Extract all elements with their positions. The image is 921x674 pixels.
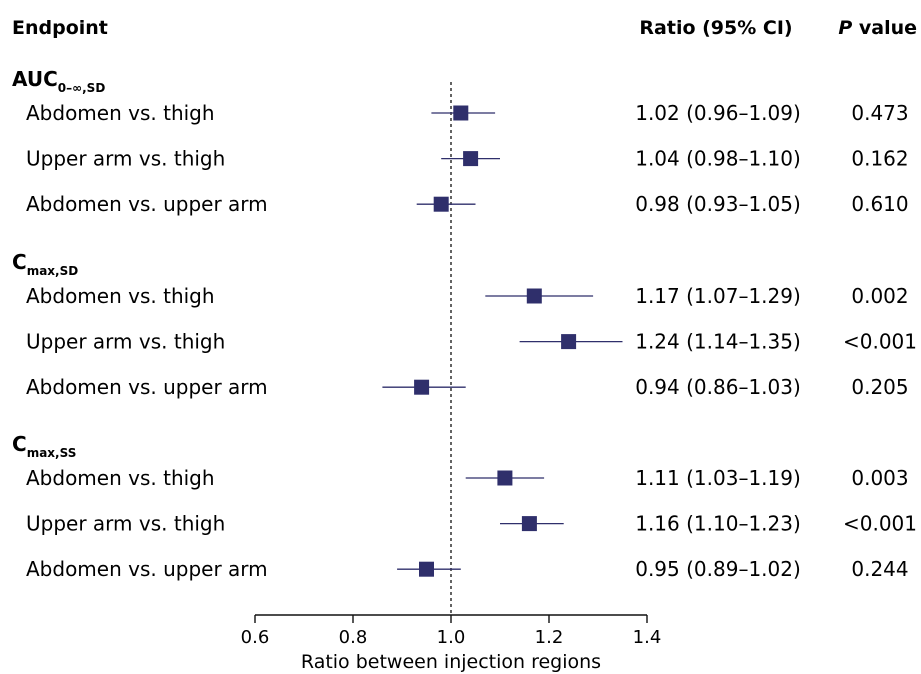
ci-value: 1.17 (1.07–1.29) xyxy=(635,284,801,308)
p-value: <0.001 xyxy=(843,512,917,536)
p-value: <0.001 xyxy=(843,330,917,354)
x-tick-label: 1.4 xyxy=(633,627,662,648)
ratio-marker xyxy=(561,334,577,350)
row-label: Upper arm vs. thigh xyxy=(26,330,225,354)
ci-value: 0.98 (0.93–1.05) xyxy=(635,192,801,216)
group-label-main: AUC xyxy=(12,67,58,91)
x-axis: 0.6 0.8 1.0 1.2 1.4 xyxy=(241,614,662,648)
ci-value: 1.16 (1.10–1.23) xyxy=(635,512,801,536)
p-value: 0.473 xyxy=(851,101,908,125)
forest-rows: AUC0–∞,SD Abdomen vs. thigh 1.02 (0.96–1.0… xyxy=(12,67,917,615)
row-label: Abdomen vs. upper arm xyxy=(26,375,268,399)
group-label-subscript: 0–∞,SD xyxy=(58,81,106,95)
p-value-header-rest: value xyxy=(852,17,917,39)
ci-value: 1.04 (0.98–1.10) xyxy=(635,147,801,171)
ci-value: 0.95 (0.89–1.02) xyxy=(635,557,801,581)
group-label: Cmax,SD xyxy=(12,250,78,278)
group-label: AUC0–∞,SD xyxy=(12,67,105,95)
p-value-header-italic: P xyxy=(838,17,852,39)
group-label: Cmax,SS xyxy=(12,432,76,460)
x-tick-label: 1.0 xyxy=(437,627,466,648)
ratio-marker xyxy=(453,105,469,121)
row-label: Abdomen vs. upper arm xyxy=(26,192,268,216)
p-value: 0.002 xyxy=(851,284,908,308)
p-value: 0.003 xyxy=(851,466,908,490)
ci-value: 1.11 (1.03–1.19) xyxy=(635,466,801,490)
ratio-ci-header: Ratio (95% CI) xyxy=(639,17,792,39)
row-label: Abdomen vs. thigh xyxy=(26,466,215,490)
p-value-header: P value xyxy=(838,17,917,39)
ratio-marker xyxy=(433,196,449,212)
ratio-marker xyxy=(526,288,542,304)
ratio-marker xyxy=(521,516,537,532)
group-label-main: C xyxy=(12,432,27,456)
x-axis-title: Ratio between injection regions xyxy=(301,651,601,673)
ratio-marker xyxy=(414,379,430,395)
row-label: Upper arm vs. thigh xyxy=(26,147,225,171)
group-label-subscript: max,SS xyxy=(27,446,77,460)
p-value: 0.162 xyxy=(851,147,908,171)
ci-value: 1.02 (0.96–1.09) xyxy=(635,101,801,125)
row-label: Abdomen vs. thigh xyxy=(26,101,215,125)
endpoint-header: Endpoint xyxy=(12,17,108,39)
ci-value: 1.24 (1.14–1.35) xyxy=(635,330,801,354)
p-value: 0.205 xyxy=(851,375,908,399)
row-label: Abdomen vs. upper arm xyxy=(26,557,268,581)
ratio-marker xyxy=(497,470,513,486)
x-tick-label: 1.2 xyxy=(535,627,564,648)
group-label-main: C xyxy=(12,250,27,274)
row-label: Upper arm vs. thigh xyxy=(26,512,225,536)
x-tick-label: 0.6 xyxy=(241,627,270,648)
ratio-marker xyxy=(419,561,434,577)
p-value: 0.244 xyxy=(851,557,908,581)
ratio-marker xyxy=(463,151,479,167)
x-tick-label: 0.8 xyxy=(339,627,368,648)
group-label-subscript: max,SD xyxy=(27,264,79,278)
ci-value: 0.94 (0.86–1.03) xyxy=(635,375,801,399)
row-label: Abdomen vs. thigh xyxy=(26,284,215,308)
p-value: 0.610 xyxy=(851,192,908,216)
